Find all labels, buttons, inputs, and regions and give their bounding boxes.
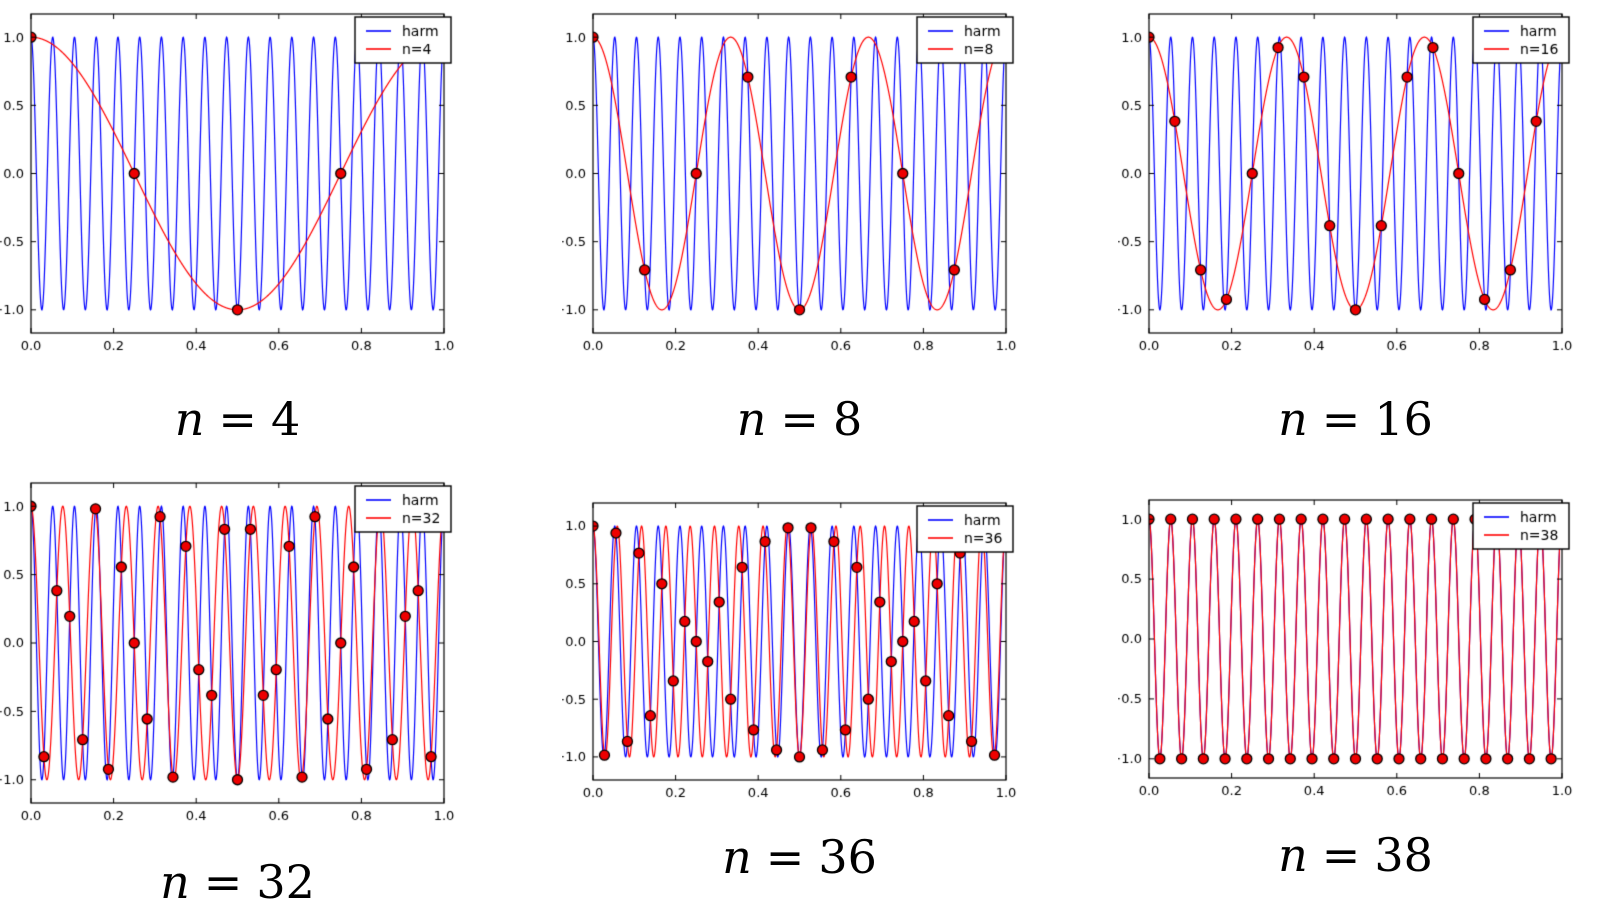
- caption-n36: n = 36: [593, 831, 1006, 884]
- plot-n8-canvas: [562, 0, 1042, 362]
- caption-n16: n = 16: [1149, 393, 1562, 446]
- plot-n16-canvas: [1118, 0, 1598, 362]
- caption-symbol: n: [722, 830, 752, 884]
- caption-symbol: n: [160, 855, 190, 909]
- caption-n8: n = 8: [593, 393, 1006, 446]
- plot-n38-canvas: [1118, 486, 1598, 820]
- plot-n36-canvas: [562, 489, 1042, 823]
- caption-equals: =: [203, 855, 243, 909]
- caption-equals: =: [765, 830, 805, 884]
- plot-n4-canvas: [0, 0, 480, 362]
- caption-equals: =: [218, 392, 257, 446]
- caption-equals: =: [1321, 392, 1361, 446]
- caption-value: 8: [832, 392, 863, 446]
- caption-value: 16: [1374, 392, 1433, 446]
- caption-symbol: n: [736, 392, 767, 446]
- caption-equals: =: [780, 392, 819, 446]
- caption-n32: n = 32: [31, 856, 444, 909]
- caption-value: 4: [270, 392, 301, 446]
- caption-symbol: n: [1278, 392, 1308, 446]
- caption-symbol: n: [174, 392, 205, 446]
- caption-n38: n = 38: [1278, 828, 1433, 882]
- caption-n4: n = 4: [31, 393, 444, 446]
- caption-value: 36: [818, 830, 877, 884]
- caption-value: 32: [256, 855, 315, 909]
- plot-n32-canvas: [0, 469, 480, 841]
